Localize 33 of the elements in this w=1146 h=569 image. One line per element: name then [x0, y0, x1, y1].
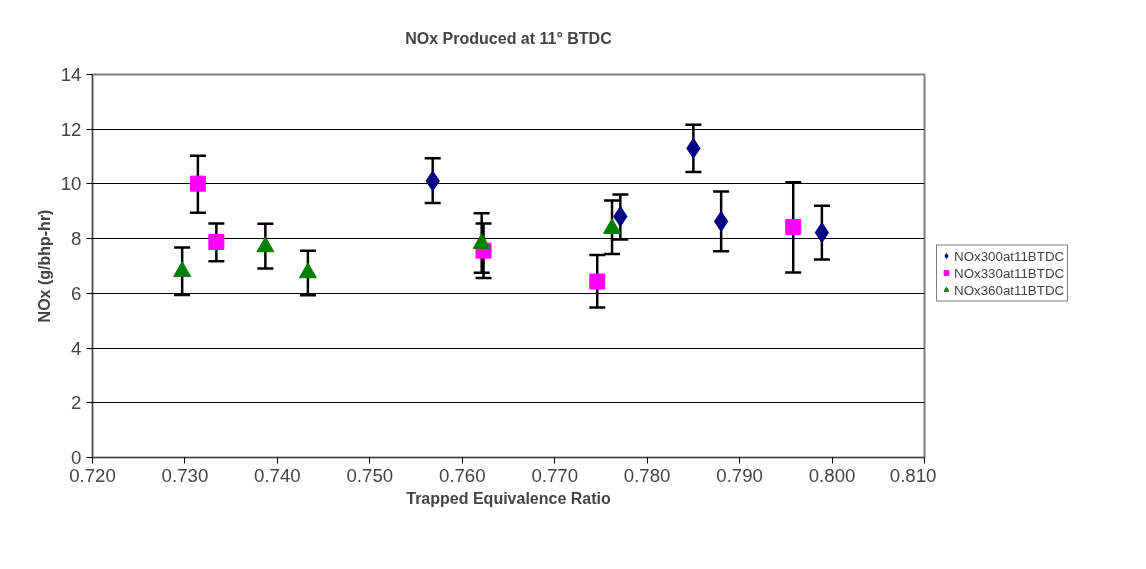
point	[785, 218, 802, 235]
x-tick-label: 0.790	[716, 464, 763, 486]
x-tick-label: 0.810	[889, 464, 937, 486]
x-tick-label: 0.760	[438, 464, 486, 486]
y-axis-title: NOx (g/bhp-hr)	[35, 209, 53, 323]
y-tick-label: 8	[71, 228, 82, 250]
x-tick-label: 0.750	[346, 464, 394, 486]
y-tick-label: 4	[71, 337, 82, 359]
point	[603, 218, 622, 234]
y-tick-label: 2	[71, 392, 82, 414]
point	[713, 210, 729, 232]
x-tick-label: 0.800	[808, 464, 856, 486]
point	[472, 233, 491, 249]
y-tick-label: 12	[60, 118, 82, 140]
y-tick-label: 6	[71, 282, 82, 304]
x-tick-label: 0.730	[161, 464, 209, 486]
x-tick-label: 0.780	[623, 464, 671, 486]
point	[173, 261, 192, 277]
y-tick-label: 10	[60, 173, 82, 195]
chart-title: NOx Produced at 11° BTDC	[405, 30, 613, 47]
point	[589, 273, 606, 290]
legend-label: NOx330at11BTDC	[954, 265, 1065, 280]
point	[208, 233, 225, 250]
point	[298, 262, 317, 279]
x-axis-title: Trapped Equivalence Ratio	[406, 489, 611, 507]
point	[814, 222, 830, 244]
point	[256, 236, 275, 253]
legend-label: NOx300at11BTDC	[954, 248, 1065, 263]
point	[189, 175, 206, 192]
x-tick-label: 0.740	[254, 464, 301, 486]
x-tick-label: 0.770	[531, 464, 579, 486]
legend-label: NOx360at11BTDC	[954, 282, 1065, 297]
y-tick-label: 14	[60, 64, 82, 85]
